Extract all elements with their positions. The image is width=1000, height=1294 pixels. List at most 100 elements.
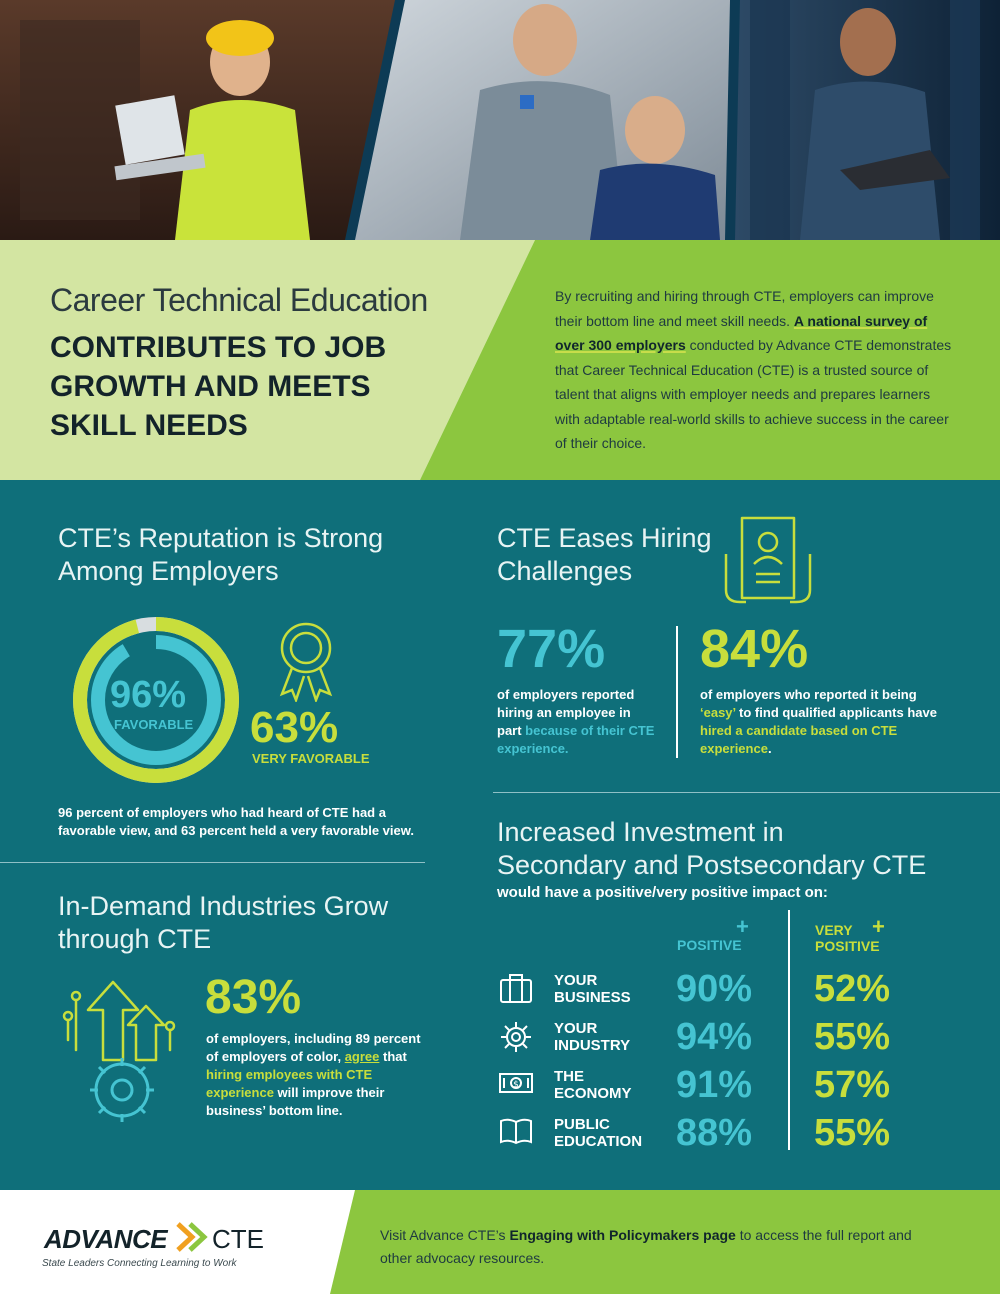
gear-icon	[501, 1022, 531, 1052]
hiring-stat2-pct: 84%	[700, 619, 809, 679]
growth-gear-icon	[62, 980, 176, 1122]
very-favorable-pct: 63%	[250, 703, 339, 752]
impact-label-line1: YOUR	[554, 972, 598, 989]
favorable-donut	[73, 617, 239, 783]
positive-col-header: POSITIVE	[677, 937, 742, 953]
header-title: CONTRIBUTES TO JOB GROWTH AND MEETS SKIL…	[50, 331, 387, 442]
logo-advance: ADVANCE	[44, 1224, 168, 1254]
header-intro: By recruiting and hiring through CTE, em…	[555, 284, 955, 456]
intro-text-1: By recruiting and hiring through CTE, em…	[555, 288, 934, 329]
header-kicker: Career Technical Education	[50, 282, 428, 318]
hiring-divider	[676, 626, 678, 758]
policymakers-link[interactable]: Engaging with Policymakers page	[509, 1227, 736, 1243]
resume-candidate-icon	[724, 516, 812, 604]
header-band: Career Technical Education CONTRIBUTES T…	[0, 240, 1000, 480]
very-positive-line2: POSITIVE	[815, 938, 880, 954]
very-positive-plus-icon: +	[872, 914, 885, 939]
hiring-stat1-a: of employers reported hiring an employee…	[497, 687, 635, 738]
impact-very-industry: 55%	[814, 1016, 891, 1058]
donut-favorable-arc	[91, 635, 221, 765]
industries-agree: agree	[344, 1049, 380, 1064]
left-divider	[0, 862, 425, 863]
footer-text-a: Visit Advance CTE’s	[380, 1227, 510, 1243]
hiring-stat2-d: .	[767, 741, 772, 756]
hiring-stat2-a: of employers who reported it being	[700, 687, 917, 702]
hiring-stat2-easy: ‘easy’	[700, 705, 736, 720]
hiring-stat1-text: of employers reported hiring an employee…	[497, 686, 657, 758]
logo-tagline: State Leaders Connecting Learning to Wor…	[42, 1258, 237, 1269]
industries-title-line1: In-Demand Industries Grow	[58, 891, 389, 921]
very-positive-col-header: VERY POSITIVE	[815, 922, 880, 954]
hiring-stat2-c: hired a candidate based on CTE experienc…	[700, 723, 898, 756]
impact-label-business: YOUR BUSINESS	[554, 972, 674, 1006]
industries-text-b: that	[379, 1049, 407, 1064]
briefcase-icon	[500, 974, 532, 1003]
hiring-stat1-b: because of their CTE experience.	[497, 723, 655, 756]
industries-text-a: of employers, including 89 percent of em…	[206, 1031, 421, 1064]
impact-row-industry: YOUR INDUSTRY 94% 55%	[498, 1016, 918, 1062]
impact-label-line1: YOUR	[554, 1020, 598, 1037]
header-background	[0, 240, 1000, 480]
impact-row-education: PUBLIC EDUCATION 88% 55%	[498, 1112, 918, 1158]
footer-text-b: to access the full report and other advo…	[380, 1227, 912, 1266]
industries-title-line2: through CTE	[58, 924, 212, 954]
hiring-stat2-text: of employers who reported it being ‘easy…	[700, 686, 940, 758]
footer: ADVANCE CTE State Leaders Connecting Lea…	[0, 1190, 1000, 1294]
money-icon: $	[499, 1073, 533, 1093]
favorable-label: FAVORABLE	[114, 717, 194, 732]
reputation-caption: 96 percent of employers who had heard of…	[58, 805, 414, 838]
reputation-title: CTE’s Reputation is Strong Among Employe…	[58, 522, 383, 588]
investment-title: Increased Investment in Secondary and Po…	[497, 816, 926, 882]
impact-label-line2: BUSINESS	[554, 989, 631, 1006]
impact-label-line2: ECONOMY	[554, 1085, 632, 1102]
donut-very-favorable-arc	[73, 617, 239, 783]
impact-label-line1: THE	[554, 1068, 584, 1085]
very-positive-line1: VERY	[815, 922, 853, 938]
impact-positive-economy: 91%	[676, 1064, 753, 1106]
logo-chevron-icon	[176, 1222, 208, 1252]
favorable-pct: 96%	[110, 674, 187, 716]
impact-row-business: YOUR BUSINESS 90% 52%	[498, 968, 918, 1014]
book-icon	[500, 1118, 532, 1145]
industries-title: In-Demand Industries Grow through CTE	[58, 890, 388, 956]
impact-positive-business: 90%	[676, 968, 753, 1010]
investment-title-line2: Secondary and Postsecondary CTE	[497, 850, 927, 880]
impact-label-line2: INDUSTRY	[554, 1037, 631, 1054]
hiring-stat2-b: to find qualified applicants have	[735, 705, 937, 720]
investment-subtitle: would have a positive/very positive impa…	[497, 884, 828, 901]
industries-pct: 83%	[205, 971, 302, 1024]
svg-text:$: $	[513, 1080, 519, 1090]
footer-background	[330, 1190, 1000, 1294]
impact-row-economy: $ THE ECONOMY 91% 57%	[498, 1064, 918, 1110]
impact-label-industry: YOUR INDUSTRY	[554, 1020, 674, 1054]
logo-cte: CTE	[212, 1224, 264, 1254]
reputation-title-line1: CTE’s Reputation is Strong	[58, 523, 384, 553]
investment-col-divider	[788, 910, 790, 1150]
industries-text-c: will improve their business’ bottom line…	[206, 1085, 385, 1118]
footer-text: Visit Advance CTE’s Engaging with Policy…	[380, 1224, 940, 1270]
stats-panel: CTE’s Reputation is Strong Among Employe…	[0, 480, 1000, 1190]
hiring-title-line2: Challenges	[497, 556, 633, 586]
impact-very-education: 55%	[814, 1112, 891, 1154]
award-ribbon-icon	[279, 622, 333, 702]
impact-label-education: PUBLIC EDUCATION	[554, 1116, 674, 1150]
impact-very-business: 52%	[814, 968, 891, 1010]
investment-title-line1: Increased Investment in	[497, 817, 784, 847]
survey-link[interactable]: A national survey of over 300 employers	[555, 312, 928, 354]
right-divider	[493, 792, 1000, 793]
impact-very-economy: 57%	[814, 1064, 891, 1106]
intro-text-2: conducted by Advance CTE demonstrates th…	[555, 337, 952, 451]
impact-label-line1: PUBLIC	[554, 1116, 610, 1133]
industries-highlight: hiring employees with CTE experience	[206, 1067, 373, 1100]
very-favorable-label: VERY FAVORABLE	[252, 751, 370, 766]
workers-photo-collage	[0, 0, 1000, 240]
photo-banner	[0, 0, 1000, 240]
impact-positive-education: 88%	[676, 1112, 753, 1154]
impact-positive-industry: 94%	[676, 1016, 753, 1058]
hiring-title-line1: CTE Eases Hiring	[497, 523, 712, 553]
impact-label-line2: EDUCATION	[554, 1133, 643, 1150]
hiring-title: CTE Eases Hiring Challenges	[497, 522, 712, 588]
positive-plus-icon: +	[736, 914, 749, 939]
hiring-stat1-pct: 77%	[497, 619, 606, 679]
reputation-title-line2: Among Employers	[58, 556, 279, 586]
